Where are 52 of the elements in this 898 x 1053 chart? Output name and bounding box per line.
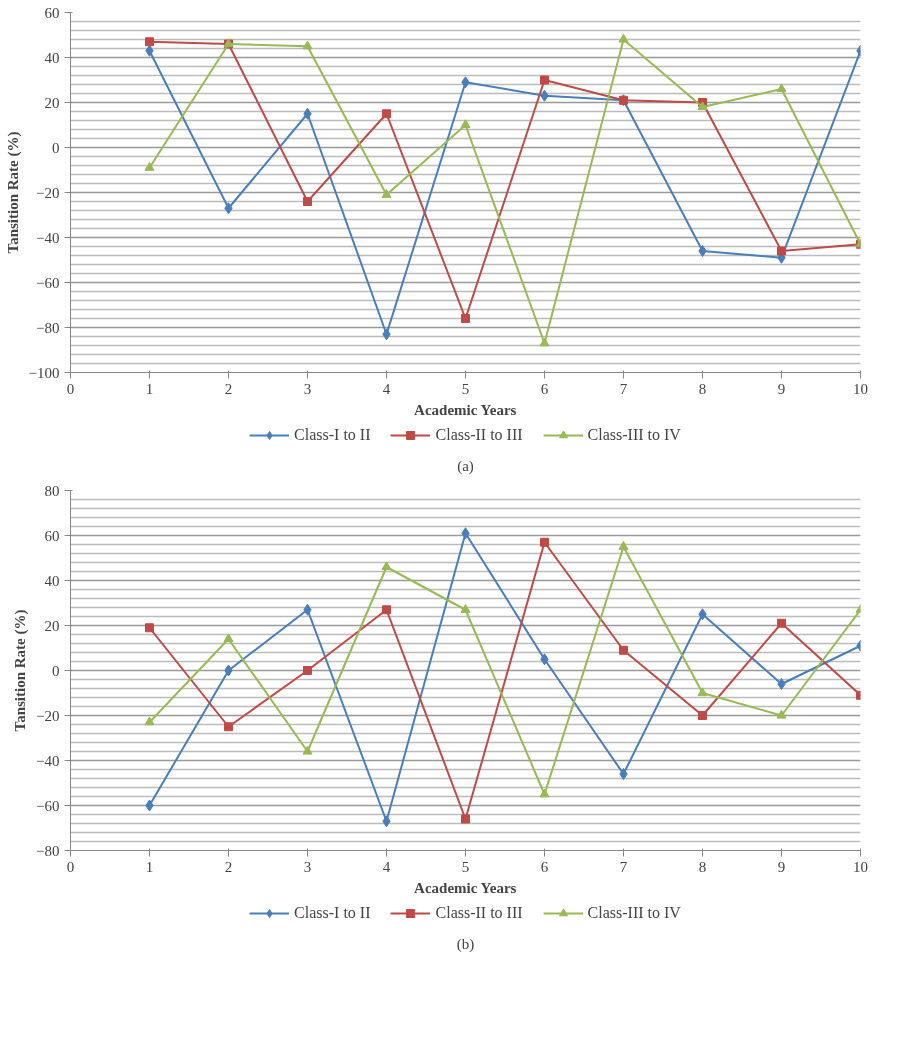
y-tick-label: −20 [36, 184, 60, 201]
y-axis-title: Tansition Rate (%) [12, 609, 30, 732]
x-tick-label: 10 [853, 380, 868, 397]
x-tick-label: 1 [145, 858, 154, 875]
x-tick-label: 4 [382, 858, 391, 875]
x-tick-label: 0 [66, 858, 75, 875]
y-tick-label: −20 [36, 707, 60, 724]
y-tick-label: −40 [36, 752, 60, 769]
y-tick-label: 80 [44, 482, 60, 499]
x-tick-label: 5 [461, 380, 470, 397]
y-tick-label: −100 [28, 364, 60, 381]
x-tick-label: 9 [777, 858, 786, 875]
y-tick-label: −60 [36, 274, 60, 291]
x-tick-label: 2 [224, 858, 233, 875]
x-tick-label: 1 [145, 380, 154, 397]
y-tick-label: −40 [36, 229, 60, 246]
x-axis-title: Academic Years [414, 879, 517, 896]
x-tick-label: 3 [303, 858, 312, 875]
y-tick-label: 0 [52, 662, 60, 679]
x-tick-label: 8 [698, 858, 707, 875]
legend-label: Class-I to II [294, 426, 371, 444]
x-tick-label: 5 [461, 858, 470, 875]
text: (a) [457, 457, 474, 475]
x-tick-label: 8 [698, 380, 707, 397]
x-tick-label: 2 [224, 380, 233, 397]
x-tick-label: 10 [853, 858, 868, 875]
y-axis-title: Tansition Rate (%) [4, 131, 22, 254]
legend-label: Class-I to II [294, 904, 371, 922]
y-tick-label: 20 [44, 617, 60, 634]
x-tick-label: 4 [382, 380, 391, 397]
y-tick-label: −80 [36, 842, 60, 859]
x-tick-label: 6 [540, 380, 549, 397]
y-tick-label: 0 [52, 139, 60, 156]
y-tick-label: 40 [44, 572, 60, 589]
y-tick-label: −80 [36, 319, 60, 336]
y-tick-label: 40 [44, 49, 60, 66]
y-tick-label: 60 [44, 4, 60, 21]
x-tick-label: 0 [66, 380, 75, 397]
text: (b) [456, 935, 475, 953]
legend-label: Class-III to IV [587, 426, 681, 444]
legend-label: Class-II to III [435, 904, 523, 922]
y-tick-label: 60 [44, 527, 60, 544]
x-tick-label: 7 [619, 380, 628, 397]
legend-label: Class-III to IV [587, 904, 681, 922]
x-axis-title: Academic Years [414, 401, 517, 418]
x-tick-label: 3 [303, 380, 312, 397]
x-tick-label: 7 [619, 858, 628, 875]
x-tick-label: 6 [540, 858, 549, 875]
y-tick-label: 20 [44, 94, 60, 111]
legend-label: Class-II to III [435, 426, 523, 444]
y-tick-label: −60 [36, 797, 60, 814]
x-tick-label: 9 [777, 380, 786, 397]
